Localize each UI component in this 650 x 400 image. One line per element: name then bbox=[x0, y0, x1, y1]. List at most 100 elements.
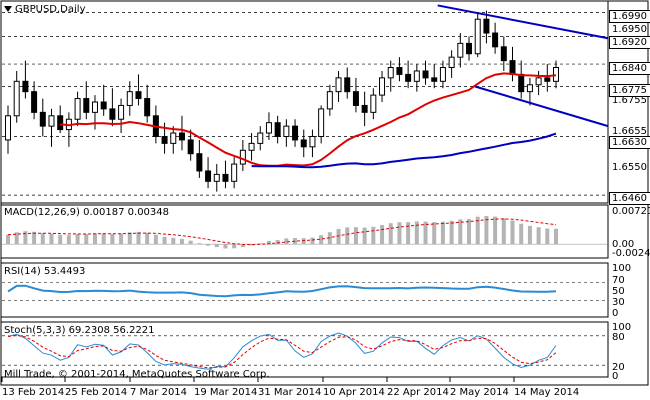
candle-body bbox=[239, 149, 246, 165]
macd-histogram-bar bbox=[119, 233, 124, 245]
macd-histogram-bar bbox=[275, 239, 280, 245]
macd-histogram-bar bbox=[66, 235, 71, 245]
candle-body bbox=[135, 91, 142, 100]
macd-histogram-bar bbox=[110, 233, 115, 245]
macd-histogram-bar bbox=[214, 244, 219, 248]
macd-histogram-bar bbox=[293, 238, 298, 245]
macd-tick: 0.00 bbox=[612, 239, 635, 250]
date-label: 19 Mar 2014 bbox=[194, 387, 258, 398]
candle-body bbox=[431, 77, 438, 82]
macd-histogram-bar bbox=[449, 220, 454, 245]
candle-body bbox=[483, 18, 490, 34]
stoch-tick: 80 bbox=[612, 332, 625, 343]
rsi-tick: 30 bbox=[612, 297, 625, 308]
stoch-tick: 0 bbox=[612, 371, 619, 382]
ma-fast-line bbox=[60, 72, 557, 167]
date-label: 22 Apr 2014 bbox=[387, 387, 449, 398]
price-tick: 1.6655 bbox=[612, 126, 647, 137]
macd-histogram-bar bbox=[301, 238, 306, 245]
date-label: 14 May 2014 bbox=[514, 387, 580, 398]
candle-body bbox=[422, 70, 429, 79]
macd-histogram-bar bbox=[162, 236, 167, 245]
candle-body bbox=[274, 122, 281, 137]
candle-body bbox=[257, 132, 264, 144]
candle-body bbox=[213, 173, 220, 182]
rsi-label: RSI(14) 53.4493 bbox=[4, 266, 86, 277]
rsi-tick: 70 bbox=[612, 275, 625, 286]
macd-histogram-bar bbox=[519, 223, 524, 245]
candle-body bbox=[265, 122, 272, 134]
macd-histogram-bar bbox=[284, 238, 289, 245]
macd-histogram-bar bbox=[484, 216, 489, 245]
macd-histogram-bar bbox=[554, 228, 558, 245]
macd-histogram-bar bbox=[232, 244, 237, 249]
date-label: 7 Mar 2014 bbox=[130, 387, 188, 398]
macd-histogram-bar bbox=[475, 216, 480, 245]
candle-body bbox=[22, 80, 29, 93]
macd-signal-line bbox=[7, 218, 557, 246]
candle-body bbox=[31, 91, 38, 113]
price-level-tag: 1.6460 bbox=[609, 192, 650, 205]
macd-histogram-bar bbox=[362, 227, 367, 245]
candle-body bbox=[205, 170, 212, 182]
macd-histogram-bar bbox=[432, 222, 437, 245]
candle-body bbox=[361, 104, 368, 113]
candle-body bbox=[474, 18, 481, 55]
macd-histogram-bar bbox=[467, 219, 472, 245]
candle-body bbox=[318, 108, 325, 137]
candle-body bbox=[222, 173, 229, 182]
price-level-tag: 1.6990 bbox=[609, 10, 650, 23]
candle-body bbox=[196, 153, 203, 172]
macd-histogram-bar bbox=[423, 221, 428, 245]
macd-tick: 0.00721 bbox=[612, 206, 650, 217]
macd-histogram-bar bbox=[6, 234, 10, 245]
macd-histogram-bar bbox=[310, 237, 315, 245]
price-level-tag: 1.6775 bbox=[609, 84, 650, 97]
candle-body bbox=[5, 115, 11, 141]
macd-histogram-bar bbox=[353, 227, 358, 245]
candle-body bbox=[535, 77, 542, 86]
price-level-tag: 1.6630 bbox=[609, 136, 650, 149]
candle-body bbox=[344, 77, 351, 93]
rsi-line bbox=[7, 284, 557, 298]
macd-histogram-bar bbox=[49, 233, 54, 245]
rsi-tick: 50 bbox=[612, 286, 625, 297]
candle-body bbox=[126, 91, 133, 106]
macd-histogram-bar bbox=[92, 233, 97, 245]
candle-body bbox=[370, 94, 377, 113]
candle-body bbox=[100, 101, 107, 110]
macd-histogram-bar bbox=[336, 228, 341, 245]
candle-body bbox=[466, 42, 473, 55]
macd-histogram-bar bbox=[136, 231, 141, 245]
macd-histogram-bar bbox=[197, 243, 202, 245]
macd-histogram-bar bbox=[319, 235, 324, 245]
candle-body bbox=[526, 84, 533, 93]
candle-body bbox=[248, 142, 255, 151]
price-tick: 1.6950 bbox=[612, 24, 647, 35]
price-tick: 1.6755 bbox=[612, 95, 647, 106]
macd-histogram-bar bbox=[223, 244, 228, 249]
macd-histogram-bar bbox=[84, 234, 89, 245]
candle-body bbox=[48, 115, 55, 127]
date-label: 25 Feb 2014 bbox=[65, 387, 128, 398]
macd-histogram-bar bbox=[75, 234, 80, 245]
symbol-dropdown-icon[interactable] bbox=[4, 6, 12, 12]
candle-body bbox=[74, 98, 81, 120]
candle-body bbox=[439, 67, 446, 82]
stoch-signal-line bbox=[7, 334, 557, 369]
candle-body bbox=[396, 67, 403, 75]
macd-histogram-bar bbox=[458, 219, 463, 245]
macd-histogram-bar bbox=[440, 221, 445, 245]
candle-body bbox=[309, 135, 316, 148]
macd-histogram-bar bbox=[414, 221, 419, 245]
price-tick: 1.6550 bbox=[612, 162, 647, 173]
macd-histogram-bar bbox=[388, 223, 393, 245]
candle-body bbox=[39, 111, 46, 127]
macd-tick: -0.00243 bbox=[612, 248, 650, 259]
copyright-text: Mill Trade, © 2001-2014, MetaQuotes Soft… bbox=[4, 369, 270, 380]
candle-body bbox=[413, 70, 420, 82]
candle-body bbox=[161, 135, 168, 144]
candle-body bbox=[109, 108, 116, 120]
